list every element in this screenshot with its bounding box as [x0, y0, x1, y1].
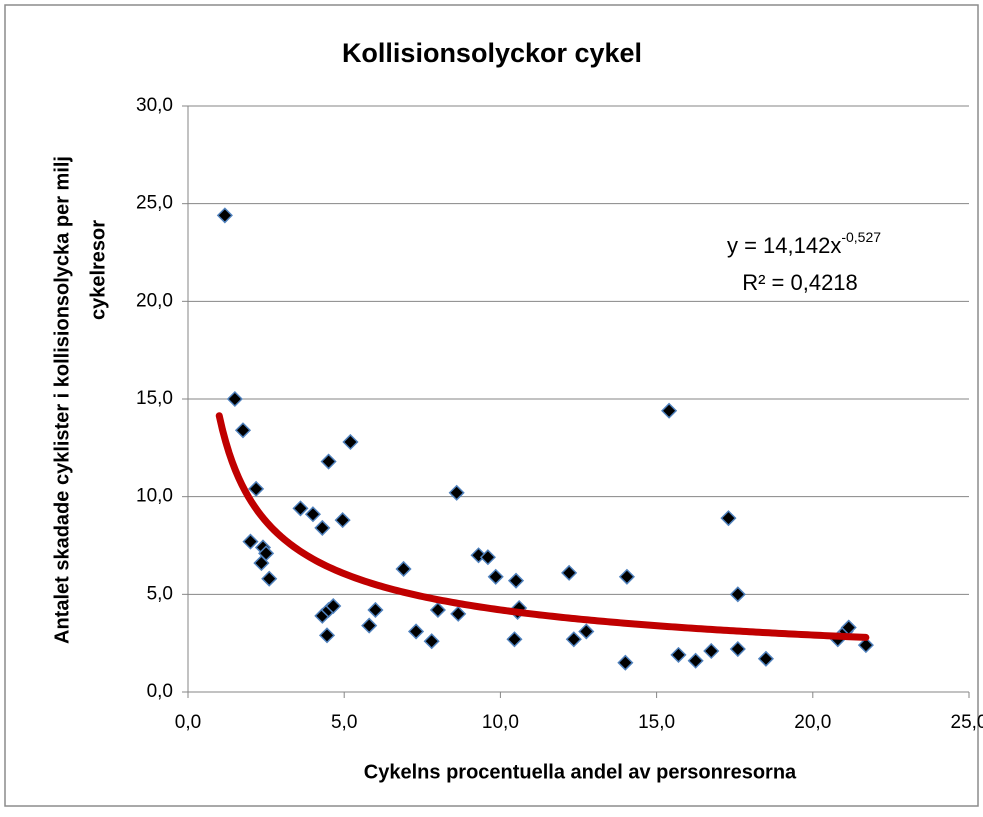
point	[234, 422, 252, 439]
y-tick-label: 25,0	[136, 193, 173, 214]
point	[395, 560, 412, 578]
point	[703, 642, 720, 660]
point	[561, 564, 578, 581]
exponent: -0,527	[841, 229, 881, 245]
x-tick-label: 0,0	[175, 712, 201, 733]
point	[565, 631, 582, 648]
point	[617, 654, 634, 671]
point	[304, 506, 322, 523]
x-tick-label: 25,0	[951, 712, 983, 733]
point	[618, 568, 635, 585]
point	[318, 627, 336, 644]
point	[429, 601, 446, 619]
point	[423, 633, 440, 650]
point	[448, 484, 465, 501]
y-tick-label: 15,0	[136, 388, 173, 409]
point	[687, 652, 704, 669]
point	[261, 570, 278, 587]
x-tick-label: 10,0	[482, 712, 519, 733]
point	[367, 601, 384, 619]
point	[248, 480, 265, 497]
point	[242, 533, 259, 550]
y-tick-label: 30,0	[136, 95, 173, 116]
y-axis-label: Antalet skadade cyklister i kollisionsol…	[51, 156, 73, 644]
y-tick-label: 20,0	[136, 290, 173, 311]
point	[334, 512, 351, 529]
y-axis-label: cykelresor	[87, 220, 109, 320]
r-squared: R² = 0,4218	[742, 270, 858, 295]
point	[670, 646, 687, 663]
point	[342, 433, 359, 451]
point	[407, 623, 425, 640]
point	[216, 207, 233, 224]
point	[506, 631, 523, 648]
point	[292, 500, 309, 517]
trend-equation: y = 14,142x-0,527	[727, 229, 881, 258]
y-tick-label: 10,0	[136, 486, 173, 507]
point	[226, 390, 243, 408]
point	[325, 597, 342, 615]
point	[361, 617, 378, 634]
grid: 0,0 5,0 10,0 15,0 20,0 25,0 30,0 0,0 5,0 10,0 15,0…	[136, 95, 983, 733]
point	[729, 640, 746, 658]
point	[757, 650, 775, 667]
chart-title: Kollisionsolyckor cykel	[342, 38, 642, 68]
point	[470, 547, 487, 564]
equation: y = 14,142x	[727, 233, 841, 258]
point	[720, 510, 737, 527]
chart-border	[4, 4, 979, 807]
point	[578, 623, 595, 640]
point	[320, 453, 337, 470]
point	[258, 545, 275, 562]
x-axis-label: Cykelns procentuella andel av personreso…	[364, 761, 797, 783]
point	[857, 637, 874, 654]
x-tick-label: 5,0	[331, 712, 357, 733]
point	[450, 605, 467, 622]
point	[314, 519, 331, 536]
x-tick-label: 20,0	[794, 712, 831, 733]
y-tick-label: 5,0	[147, 583, 173, 604]
y-tick-label: 0,0	[147, 681, 173, 702]
point	[729, 586, 746, 603]
point	[479, 549, 496, 566]
point	[661, 402, 678, 419]
point	[507, 572, 525, 589]
x-tick-label: 15,0	[638, 712, 675, 733]
point	[487, 568, 504, 585]
trendline	[215, 412, 870, 641]
marks	[215, 207, 874, 671]
